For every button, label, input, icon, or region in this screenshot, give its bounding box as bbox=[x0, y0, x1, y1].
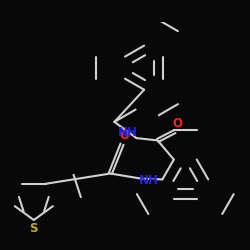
Text: O: O bbox=[172, 117, 182, 130]
Text: O: O bbox=[120, 130, 130, 142]
Text: NH: NH bbox=[139, 174, 159, 186]
Text: S: S bbox=[30, 222, 38, 235]
Text: NH: NH bbox=[118, 126, 138, 139]
